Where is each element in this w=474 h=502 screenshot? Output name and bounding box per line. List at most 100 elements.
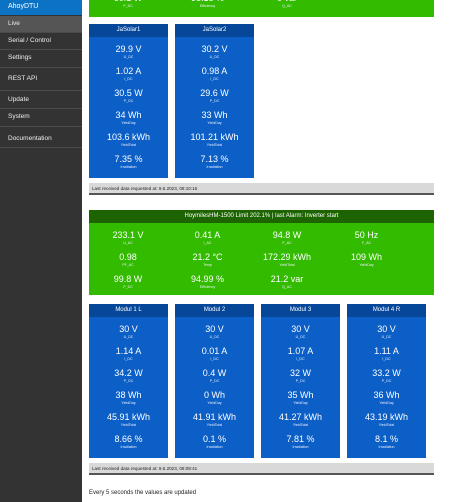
value: 34 Wh (115, 110, 142, 120)
menu-item[interactable]: Serial / Control (8, 37, 51, 44)
label: Q_AC (282, 4, 292, 8)
value: 101.21 kWh (190, 132, 239, 142)
menu-item[interactable]: Live (0, 16, 82, 32)
value: 7.81 % (286, 434, 315, 444)
label: YieldTotal (120, 423, 137, 427)
label: YieldDay (121, 401, 136, 405)
value: 109 Wh (350, 252, 383, 262)
label: Irradiation (206, 445, 223, 449)
menu-item[interactable]: Settings (8, 54, 32, 61)
value: 103.6 kWh (106, 132, 151, 142)
value: 172.29 kWh (262, 252, 312, 262)
menu-item[interactable]: System (8, 113, 30, 120)
label: YieldTotal (206, 423, 223, 427)
menu-item[interactable]: Documentation (8, 135, 52, 142)
label: Irradiation (206, 165, 223, 169)
label: I_AC (203, 241, 212, 245)
value: 30 V (119, 324, 138, 334)
value: 34.2 W (114, 368, 143, 378)
value: 0 Wh (203, 390, 225, 400)
separator (0, 126, 82, 127)
brand[interactable]: AhoyDTU (0, 0, 82, 15)
value: 36 Wh (373, 390, 400, 400)
label: YieldDay (379, 401, 394, 405)
label: I_DC (210, 77, 219, 81)
label: YieldDay (359, 263, 374, 267)
value: 1.11 A (374, 346, 399, 356)
label: Irradiation (378, 445, 395, 449)
value: 29.6 W (200, 88, 229, 98)
channel-card (175, 304, 254, 458)
menu-item[interactable]: REST API (8, 75, 38, 82)
menu-item[interactable]: Update (8, 96, 29, 103)
separator (0, 108, 82, 109)
channel-title: Modul 4 R (347, 304, 426, 317)
label: P_DC (381, 379, 392, 383)
label: U_DC (209, 335, 220, 339)
value: 38 Wh (115, 390, 142, 400)
value: 21.2 °C (192, 252, 223, 262)
channel-title: JaSolar2 (175, 24, 254, 37)
channel-card (89, 24, 168, 178)
label: Efficiency (199, 285, 216, 289)
value: 41.91 kWh (192, 412, 237, 422)
label: YieldTotal (292, 423, 309, 427)
value: 41.27 kWh (278, 412, 323, 422)
label: I_DC (124, 357, 133, 361)
channel-title: JaSolar1 (89, 24, 168, 37)
label: P_DC (209, 99, 220, 103)
label: YieldDay (121, 121, 136, 125)
separator (0, 90, 82, 91)
channel-title: Modul 1 L (89, 304, 168, 317)
label: U_DC (381, 335, 392, 339)
value: 0.98 A (201, 66, 228, 76)
label: I_DC (382, 357, 391, 361)
label: Irradiation (120, 445, 137, 449)
value: 29.9 V (115, 44, 142, 54)
value: 30.5 W (114, 88, 143, 98)
value: 94.8 W (272, 230, 302, 240)
label: P_DC (295, 379, 306, 383)
value: 233.1 V (112, 230, 144, 240)
value: 30 V (377, 324, 396, 334)
value: 94.99 % (190, 274, 225, 284)
value: 33 Wh (201, 110, 228, 120)
value: 0.1 % (202, 434, 226, 444)
label: YieldDay (207, 401, 222, 405)
label: Irradiation (292, 445, 309, 449)
label: U_DC (123, 55, 134, 59)
status-bar: Last received data requested at: 9.5.202… (89, 463, 434, 475)
label: YieldDay (207, 121, 222, 125)
inverter-panel (89, 0, 434, 17)
value: 1.02 A (115, 66, 142, 76)
label: U_AC (123, 241, 133, 245)
label: Irradiation (120, 165, 137, 169)
channel-card (89, 304, 168, 458)
label: P_DC (123, 4, 133, 8)
value: 30.2 V (201, 44, 228, 54)
value: 50 Hz (354, 230, 379, 240)
value: 7.13 % (200, 154, 229, 164)
value: 98.18 % (168, 0, 248, 3)
separator (0, 32, 82, 33)
channel-card (175, 24, 254, 178)
value: 43.19 kWh (364, 412, 409, 422)
label: PF_AC (122, 263, 134, 267)
label: U_DC (295, 335, 306, 339)
label: YieldTotal (206, 143, 223, 147)
value: 1.14 A (115, 346, 142, 356)
label: YieldDay (293, 401, 308, 405)
value: 60.1 W (88, 0, 168, 3)
label: U_DC (123, 335, 134, 339)
value: 7.35 % (114, 154, 143, 164)
inverter-panel (89, 223, 434, 295)
label: YieldTotal (120, 143, 137, 147)
channel-title: Modul 3 (261, 304, 340, 317)
value: 0.01 A (201, 346, 228, 356)
label: P_DC (209, 379, 220, 383)
label: Q_AC (282, 285, 292, 289)
label: YieldTotal (378, 423, 395, 427)
label: P_DC (123, 285, 133, 289)
value: 99.8 W (113, 274, 143, 284)
